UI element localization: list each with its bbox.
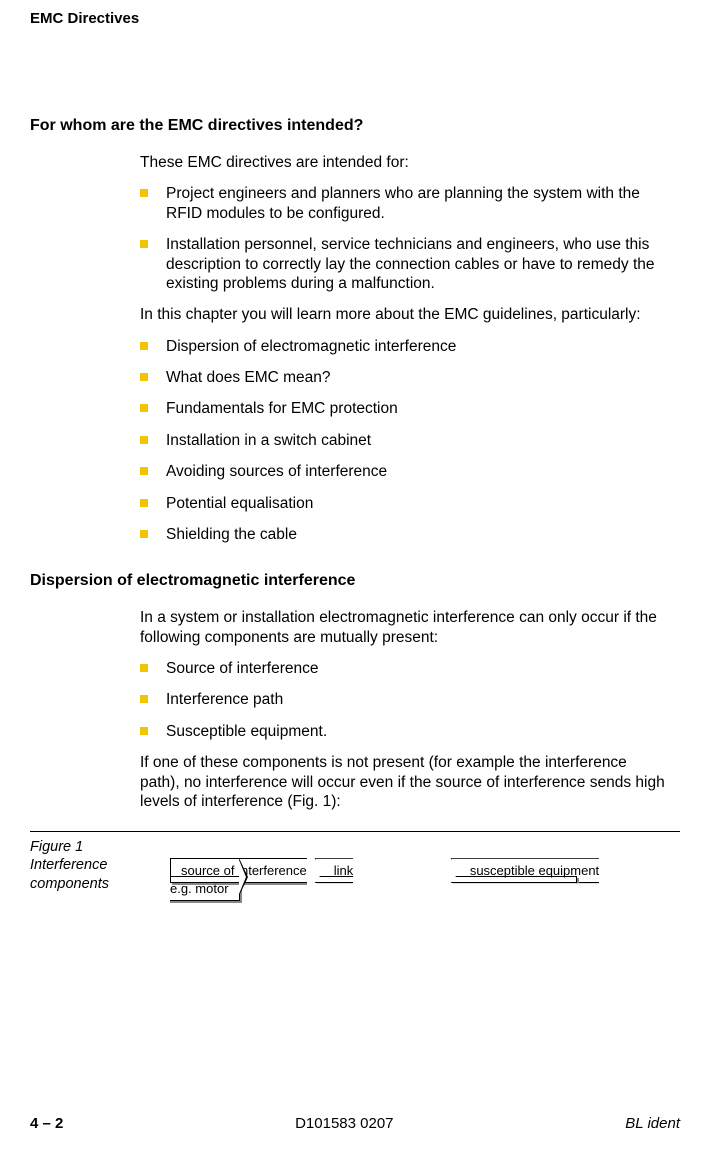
figure-caption: Figure 1 Interference components (30, 838, 140, 892)
list-item: Avoiding sources of interference (140, 462, 670, 481)
diagram-node-source: source of interference e.g. motor (170, 862, 307, 898)
figure-diagram: source of interference e.g. motor link e… (170, 862, 599, 898)
list-item: Dispersion of electromagnetic interferen… (140, 337, 670, 356)
footer-page-number: 4 – 2 (30, 1115, 63, 1132)
list-item: Interference path (140, 690, 670, 709)
footer-doc-number: D101583 0207 (295, 1115, 393, 1132)
list-item: What does EMC mean? (140, 368, 670, 387)
section-1-heading: For whom are the EMC directives intended… (30, 117, 680, 135)
diagram-node-susceptible: susceptible equipment e.g. read/write he… (451, 862, 599, 898)
section-2-outro: If one of these components is not presen… (140, 753, 670, 811)
list-item: Installation in a switch cabinet (140, 431, 670, 450)
node-sub: e.g. read/write head (451, 881, 566, 896)
list-item: Shielding the cable (140, 525, 670, 544)
footer-product: BL ident (625, 1115, 680, 1132)
header-title: EMC Directives (30, 10, 139, 27)
section-2: Dispersion of electromagnetic interferen… (30, 572, 680, 811)
list-item: Fundamentals for EMC protection (140, 399, 670, 418)
list-item: Susceptible equipment. (140, 722, 670, 741)
diagram-node-link: link e.g. cable connector (315, 862, 443, 898)
page-footer: 4 – 2 D101583 0207 BL ident (30, 1115, 680, 1132)
node-title: link (334, 863, 354, 878)
figure-label: Figure 1 (30, 839, 83, 855)
section-2-intro: In a system or installation electromagne… (140, 608, 670, 647)
figure-1: Figure 1 Interference components source … (30, 831, 680, 892)
section-1-bullets-a: Project engineers and planners who are p… (140, 184, 670, 293)
list-item: Potential equalisation (140, 494, 670, 513)
section-2-bullets: Source of interference Interference path… (140, 659, 670, 741)
node-sub: e.g. motor (170, 881, 229, 896)
section-1-intro: These EMC directives are intended for: (140, 153, 670, 172)
node-sub: e.g. cable connector (315, 881, 432, 896)
list-item: Project engineers and planners who are p… (140, 184, 670, 223)
node-title: susceptible equipment (470, 863, 599, 878)
section-1-bullets-b: Dispersion of electromagnetic interferen… (140, 337, 670, 545)
node-title: source of interference (181, 863, 307, 878)
list-item: Source of interference (140, 659, 670, 678)
page-header: EMC Directives (30, 10, 680, 27)
section-1-mid: In this chapter you will learn more abou… (140, 305, 670, 324)
figure-caption-text: Interference components (30, 857, 109, 891)
section-1: For whom are the EMC directives intended… (30, 117, 680, 544)
section-2-heading: Dispersion of electromagnetic interferen… (30, 572, 680, 590)
list-item: Installation personnel, service technici… (140, 235, 670, 293)
